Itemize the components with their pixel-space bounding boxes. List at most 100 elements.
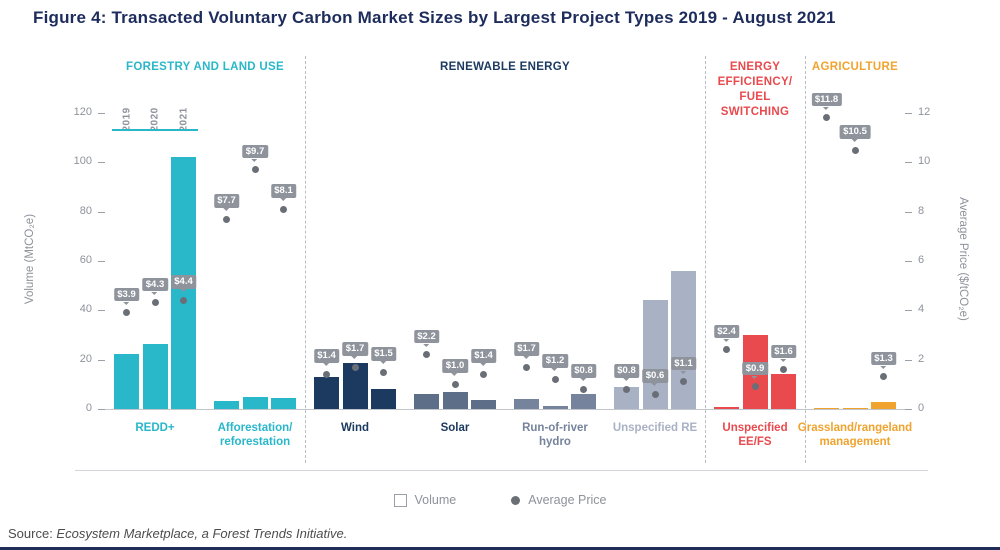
price-dot: [123, 309, 130, 317]
price-dot: [680, 378, 687, 386]
price-dot: [623, 385, 630, 393]
legend-item-price: Average Price: [511, 493, 607, 507]
price-label: $9.7: [242, 144, 268, 162]
left-axis-tick-label: 120: [73, 106, 92, 118]
left-axis-tick: [98, 261, 105, 262]
price-label: $0.6: [642, 369, 668, 386]
price-dot: [423, 351, 430, 359]
volume-bar: [842, 408, 868, 409]
section-header: AGRICULTURE: [811, 61, 899, 73]
volume-bar: [142, 343, 168, 409]
price-dot: [780, 366, 787, 374]
price-label: $1.7: [513, 342, 540, 359]
price-label: $1.5: [370, 347, 397, 364]
price-dot-icon: [511, 495, 521, 505]
source-line: Source: Ecosystem Marketplace, a Forest …: [8, 526, 347, 541]
price-label: $4.4: [170, 275, 197, 292]
price-label: $11.8: [811, 92, 842, 110]
volume-bar: [271, 398, 296, 409]
year-label: 2021: [178, 107, 189, 132]
category-label: Unspecified RE: [612, 422, 698, 434]
price-dot: [451, 380, 459, 388]
left-axis-tick: [98, 162, 105, 164]
x-axis-line: [105, 409, 905, 410]
right-axis-tick-label: 2: [918, 352, 925, 365]
price-label: $1.4: [470, 349, 497, 366]
volume-bar: [414, 394, 439, 409]
volume-bar: [814, 408, 839, 409]
left-axis-tick-label: 100: [73, 155, 92, 168]
price-dot: [580, 385, 587, 393]
price-label: $0.8: [613, 364, 640, 381]
price-dot: [180, 296, 187, 304]
price-dot: [551, 375, 559, 383]
volume-bar: [542, 406, 568, 409]
volume-bar: [471, 400, 496, 409]
source-text: Ecosystem Marketplace, a Forest Trends I…: [56, 526, 348, 541]
legend-volume-label: Volume: [414, 493, 457, 507]
price-dot: [380, 368, 387, 376]
price-dot: [351, 363, 359, 371]
price-label: $1.1: [670, 356, 697, 374]
volume-bar: [342, 363, 368, 409]
volume-bar: [671, 270, 696, 409]
right-axis-tick: [905, 310, 912, 312]
price-label: $2.4: [713, 324, 740, 342]
year-label: 2020: [149, 107, 161, 132]
left-axis-tick: [98, 409, 105, 410]
left-axis-tick-label: 0: [85, 402, 92, 414]
category-label: Wind: [341, 422, 369, 434]
right-axis-tick-label: 4: [918, 303, 925, 316]
category-label: Run-of-river hydro: [522, 422, 588, 449]
section-header: ENERGY EFFICIENCY/ FUEL SWITCHING: [717, 61, 793, 118]
price-dot: [880, 373, 887, 381]
volume-bar: [242, 396, 268, 409]
left-axis-tick-label: 40: [79, 303, 92, 316]
right-axis-label: Average Price ($/tCO₂e): [957, 197, 969, 321]
price-label: $3.9: [113, 287, 140, 305]
section-header: FORESTRY AND LAND USE: [126, 61, 284, 73]
right-axis-tick-label: 0: [918, 402, 925, 414]
right-axis-tick: [905, 261, 912, 262]
right-axis-tick-label: 12: [918, 106, 931, 118]
volume-swatch-icon: [393, 493, 407, 507]
left-axis-tick: [98, 359, 105, 361]
left-axis-tick: [98, 113, 105, 114]
left-axis-tick-label: 20: [79, 352, 92, 365]
volume-bar: [571, 394, 596, 409]
category-label: Solar: [440, 422, 470, 434]
section-header: RENEWABLE ENERGY: [439, 61, 571, 73]
price-dot: [851, 146, 859, 154]
left-axis-tick-label: 80: [79, 204, 92, 217]
price-label: $0.9: [742, 361, 768, 379]
right-axis-tick: [905, 113, 912, 114]
price-dot: [223, 215, 230, 223]
right-axis-tick-label: 6: [918, 254, 925, 266]
volume-bar: [214, 401, 239, 409]
price-label: $8.1: [270, 184, 297, 201]
price-dot: [280, 205, 287, 213]
price-label: $1.4: [313, 349, 340, 366]
price-label: $4.3: [142, 277, 168, 295]
price-label: $10.5: [839, 125, 871, 142]
left-axis-tick-label: 60: [79, 254, 92, 266]
right-axis-tick-label: 10: [918, 155, 931, 168]
volume-bar: [771, 374, 796, 409]
price-label: $1.6: [770, 344, 797, 361]
price-dot: [823, 114, 830, 122]
right-axis-tick: [905, 162, 912, 164]
bottom-rule: [0, 547, 1000, 550]
price-label: $1.3: [870, 351, 897, 369]
price-label: $1.2: [542, 354, 568, 371]
price-dot: [651, 390, 659, 398]
price-dot: [751, 383, 759, 391]
section-separator: [805, 56, 806, 463]
category-label: Afforestation/ reforestation: [217, 422, 293, 449]
chart-bottom-divider: [75, 470, 928, 471]
legend-price-label: Average Price: [528, 493, 607, 507]
price-dot: [723, 346, 730, 354]
category-label: Unspecified EE/FS: [722, 422, 788, 449]
right-axis-tick: [905, 211, 912, 213]
